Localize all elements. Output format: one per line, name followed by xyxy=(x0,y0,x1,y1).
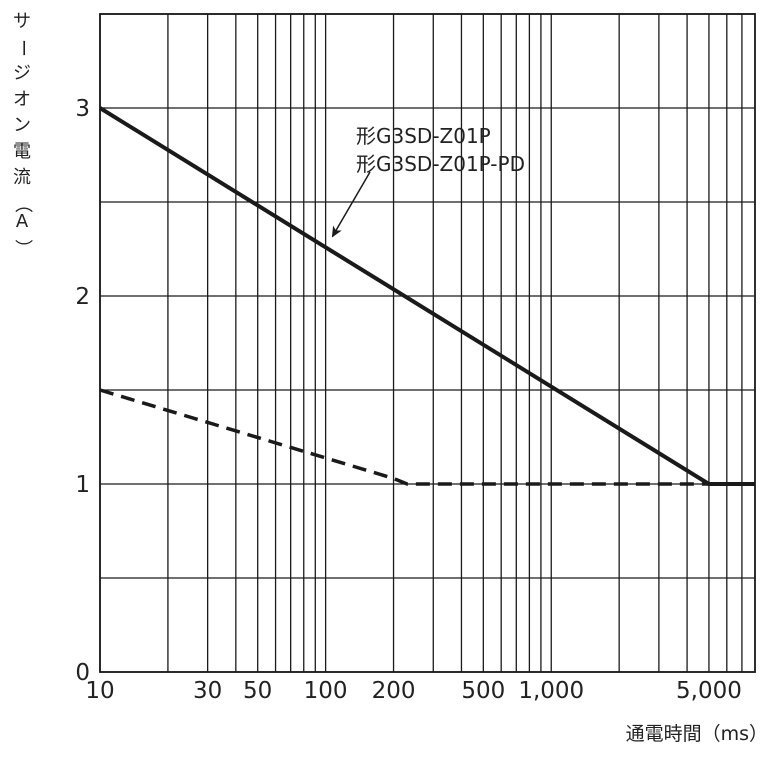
model-annotation-label: 形G3SD-Z01P-PD xyxy=(356,152,525,176)
y-axis-label-char: オ xyxy=(13,89,31,110)
y-tick-label: 2 xyxy=(75,284,90,310)
model-annotation: 形G3SD-Z01P 形G3SD-Z01P-PD xyxy=(331,124,525,238)
x-tick-label: 500 xyxy=(461,678,505,704)
x-tick-label: 100 xyxy=(304,678,348,704)
x-tick-label: 10 xyxy=(85,678,114,704)
y-axis-label-char: ） xyxy=(12,239,33,257)
y-axis-label-char: ー xyxy=(12,39,33,57)
grid xyxy=(99,13,755,673)
x-tick-label: 50 xyxy=(243,678,272,704)
series-layer xyxy=(98,106,755,486)
y-axis-label-char: サ xyxy=(13,11,31,32)
x-tick-label: 5,000 xyxy=(676,678,742,704)
x-tick-label: 1,000 xyxy=(518,678,584,704)
dashed-series-line xyxy=(99,388,755,486)
annotation-arrow xyxy=(331,171,371,238)
annotation: 形G3SD-Z01P 形G3SD-Z01P-PD xyxy=(331,124,525,238)
y-axis-label-char: A xyxy=(16,211,29,232)
plot-frame xyxy=(99,13,756,673)
y-tick-label: 0 xyxy=(75,660,90,686)
x-axis-label: 通電時間（ms） xyxy=(626,723,768,745)
y-tick-label: 3 xyxy=(75,96,90,122)
model-annotation-label: 形G3SD-Z01P xyxy=(356,124,491,148)
x-tick-label: 30 xyxy=(193,678,222,704)
y-axis-label-char: ン xyxy=(13,115,31,136)
y-axis-label-char: （ xyxy=(12,195,33,213)
x-tick-label: 200 xyxy=(372,678,416,704)
y-axis-label-char: 流 xyxy=(13,167,31,188)
y-tick-label: 1 xyxy=(75,472,90,498)
y-axis-label-char: ジ xyxy=(13,63,31,84)
y-axis-label-char: 電 xyxy=(13,141,31,162)
